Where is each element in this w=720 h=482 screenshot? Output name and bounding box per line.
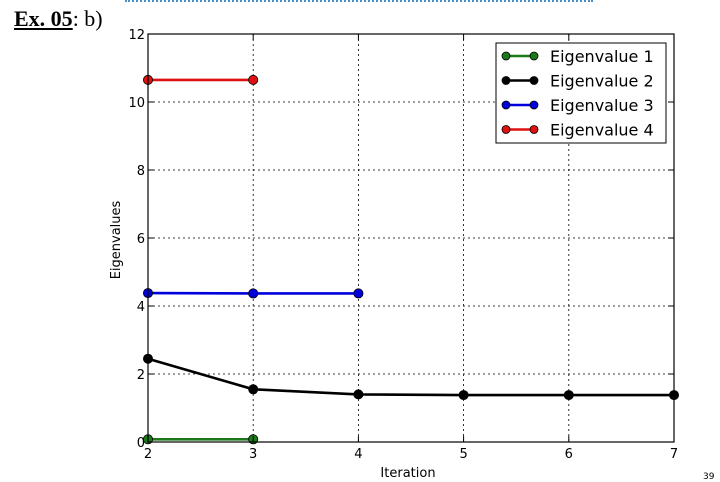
data-point <box>248 384 259 395</box>
legend-marker <box>501 51 511 61</box>
data-point <box>353 389 364 400</box>
legend-marker <box>529 76 539 85</box>
y-tick-label: 6 <box>137 232 145 247</box>
legend-marker <box>501 100 511 110</box>
x-tick-label: 5 <box>459 447 467 462</box>
slide-heading: Ex. 05: b) <box>14 6 103 32</box>
legend-box <box>495 42 667 144</box>
y-tick-label: 2 <box>137 368 145 383</box>
legend-entry-label: Eigenvalue 3 <box>550 96 654 115</box>
y-tick-label: 8 <box>137 164 145 179</box>
x-tick-label: 7 <box>670 447 678 462</box>
data-point <box>248 288 259 299</box>
legend-marker <box>501 76 511 85</box>
y-tick-label: 10 <box>128 96 145 111</box>
legend-marker <box>529 51 539 61</box>
x-tick-label: 3 <box>249 447 257 462</box>
legend-marker <box>529 100 539 110</box>
series-line-2 <box>147 357 674 397</box>
legend-marker <box>501 125 511 134</box>
data-point <box>248 74 259 85</box>
x-axis-label: Iteration <box>380 466 435 481</box>
y-tick-label: 4 <box>137 300 145 315</box>
y-tick-label: 0 <box>137 436 145 451</box>
data-point <box>353 288 364 299</box>
x-tick-label: 6 <box>565 447 573 462</box>
legend-entry-label: Eigenvalue 2 <box>550 72 654 91</box>
y-tick-label: 12 <box>128 28 145 43</box>
legend-marker <box>529 125 539 134</box>
legend-entry-label: Eigenvalue 1 <box>550 47 654 66</box>
legend-entry-label: Eigenvalue 4 <box>550 121 654 140</box>
exercise-part: : b) <box>72 6 103 31</box>
page-number: 39 <box>703 472 715 482</box>
x-tick-label: 2 <box>144 447 152 462</box>
x-tick-label: 4 <box>354 447 362 462</box>
data-point <box>458 390 469 401</box>
exercise-label: Ex. 05 <box>14 6 73 31</box>
legend: Eigenvalue 1 Eigenvalue 2 Eigenvalue 3 Eige… <box>495 42 667 144</box>
data-point <box>563 390 574 401</box>
top-dotted-rule <box>125 0 593 2</box>
y-axis-label: Eigenvalues <box>109 200 124 279</box>
